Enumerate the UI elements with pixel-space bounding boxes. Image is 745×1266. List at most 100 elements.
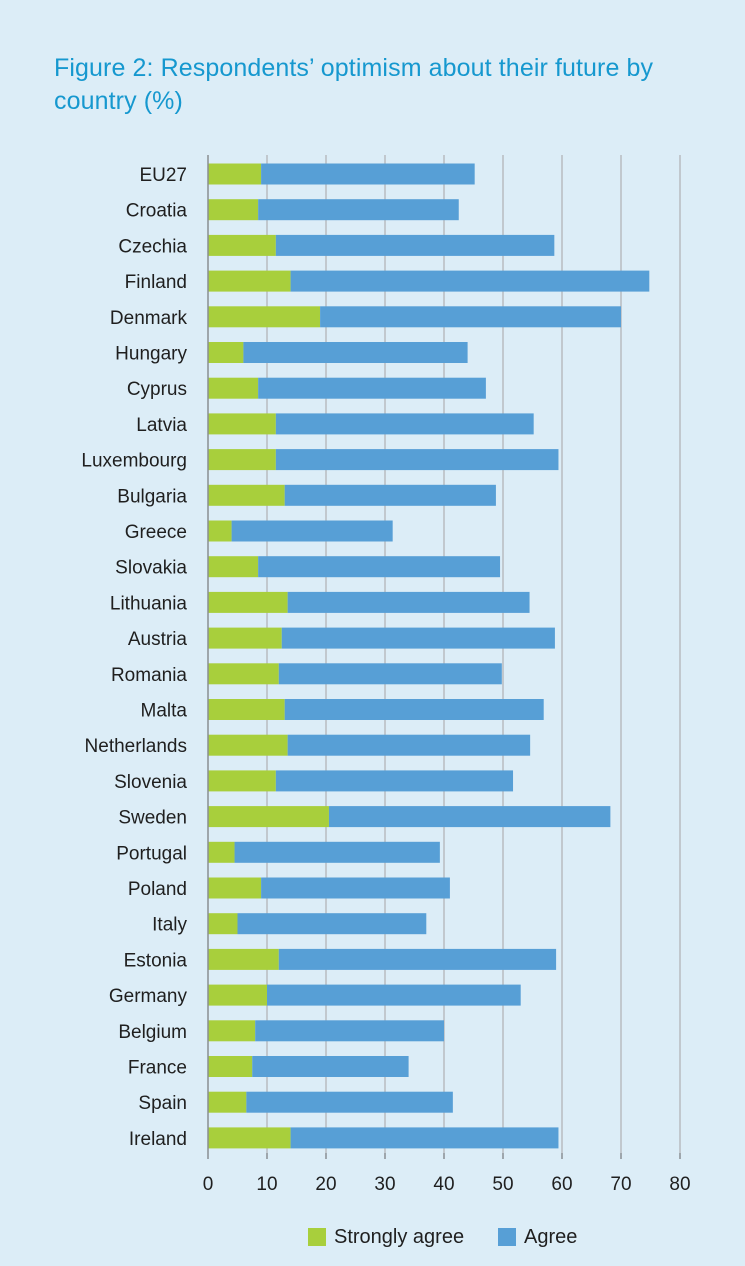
- x-tick-label: 10: [256, 1174, 277, 1195]
- legend-item-strongly-agree: Strongly agree: [308, 1224, 464, 1250]
- category-label-ireland: Ireland: [129, 1129, 187, 1150]
- bar-netherlands-strongly-agree: [208, 734, 288, 756]
- bar-eu27-strongly-agree: [208, 163, 262, 185]
- bar-slovakia-strongly-agree: [208, 556, 259, 578]
- bar-lithuania-agree: [287, 591, 530, 613]
- bar-croatia-agree: [258, 199, 459, 221]
- bar-ireland-strongly-agree: [208, 1127, 291, 1149]
- x-tick-label: 30: [374, 1174, 395, 1195]
- bar-sweden-agree: [328, 806, 611, 828]
- x-tick-label: 20: [315, 1174, 336, 1195]
- category-label-slovakia: Slovakia: [115, 558, 187, 579]
- legend-item-agree: Agree: [498, 1224, 577, 1250]
- axes: [207, 155, 681, 1159]
- bar-luxembourg-agree: [275, 449, 559, 471]
- bar-belgium-strongly-agree: [208, 1020, 256, 1042]
- bar-slovenia-strongly-agree: [208, 770, 276, 792]
- category-label-portugal: Portugal: [116, 843, 187, 864]
- bar-spain-strongly-agree: [208, 1091, 247, 1113]
- bar-austria-strongly-agree: [208, 627, 282, 649]
- legend-swatch-strongly-agree: [308, 1228, 326, 1246]
- bar-eu27-agree: [261, 163, 475, 185]
- legend-label-strongly-agree: Strongly agree: [334, 1226, 465, 1248]
- bar-latvia-strongly-agree: [208, 413, 276, 435]
- category-label-latvia: Latvia: [136, 415, 187, 436]
- bar-sweden-strongly-agree: [208, 806, 329, 828]
- x-tick-label: 80: [669, 1174, 690, 1195]
- category-label-france: France: [128, 1058, 187, 1079]
- bar-spain-agree: [246, 1091, 453, 1113]
- bar-austria-agree: [281, 627, 555, 649]
- bar-bulgaria-strongly-agree: [208, 484, 285, 506]
- x-tick-label: 60: [551, 1174, 572, 1195]
- bar-greece-agree: [231, 520, 393, 542]
- category-label-austria: Austria: [128, 629, 188, 650]
- category-label-greece: Greece: [125, 522, 187, 543]
- x-tick-labels: 0 10 20 30 40 50 60 70 80: [203, 1174, 691, 1195]
- category-label-luxembourg: Luxembourg: [81, 451, 187, 472]
- bar-cyprus-agree: [258, 377, 486, 399]
- legend-label-agree: Agree: [524, 1226, 578, 1248]
- legend: Strongly agree Agree: [0, 1224, 745, 1254]
- bar-romania-strongly-agree: [208, 663, 279, 685]
- x-tick-label: 0: [203, 1174, 214, 1195]
- bar-belgium-agree: [255, 1020, 444, 1042]
- bar-czechia-strongly-agree: [208, 234, 276, 256]
- bar-greece-strongly-agree: [208, 520, 232, 542]
- bar-poland-strongly-agree: [208, 877, 262, 899]
- bar-italy-strongly-agree: [208, 913, 238, 935]
- category-label-cyprus: Cyprus: [127, 379, 187, 400]
- category-label-sweden: Sweden: [118, 808, 187, 829]
- bar-malta-strongly-agree: [208, 699, 285, 720]
- bar-slovakia-agree: [258, 556, 501, 578]
- category-label-hungary: Hungary: [115, 344, 187, 365]
- bar-germany-agree: [267, 984, 521, 1006]
- bar-finland-strongly-agree: [208, 270, 291, 292]
- category-label-bulgaria: Bulgaria: [117, 486, 187, 507]
- bar-germany-strongly-agree: [208, 984, 267, 1006]
- bar-ireland-agree: [290, 1127, 559, 1149]
- bar-cyprus-strongly-agree: [208, 377, 259, 399]
- bar-estonia-agree: [278, 948, 557, 970]
- bar-france-strongly-agree: [208, 1056, 253, 1077]
- category-label-belgium: Belgium: [118, 1022, 187, 1043]
- category-label-germany: Germany: [109, 986, 188, 1007]
- x-tick-label: 40: [433, 1174, 454, 1195]
- chart-title: Figure 2: Respondents’ optimism about th…: [54, 54, 654, 115]
- bar-luxembourg-strongly-agree: [208, 449, 276, 471]
- bar-hungary-agree: [243, 342, 468, 363]
- category-label-malta: Malta: [141, 701, 188, 722]
- bar-malta-agree: [284, 699, 544, 720]
- bar-romania-agree: [278, 663, 502, 685]
- x-tick-label: 50: [492, 1174, 513, 1195]
- category-label-lithuania: Lithuania: [110, 593, 188, 614]
- bar-portugal-strongly-agree: [208, 841, 235, 863]
- bar-france-agree: [252, 1056, 409, 1077]
- bar-latvia-agree: [275, 413, 534, 435]
- category-label-spain: Spain: [138, 1093, 187, 1114]
- category-label-romania: Romania: [111, 665, 187, 686]
- bar-portugal-agree: [234, 841, 440, 863]
- bar-czechia-agree: [275, 234, 555, 256]
- category-label-netherlands: Netherlands: [85, 736, 187, 757]
- bar-denmark-strongly-agree: [208, 306, 321, 328]
- category-label-croatia: Croatia: [126, 201, 188, 222]
- category-label-poland: Poland: [128, 879, 187, 900]
- category-label-eu27: EU27: [139, 165, 187, 186]
- category-label-finland: Finland: [125, 272, 187, 293]
- category-label-denmark: Denmark: [110, 308, 188, 329]
- category-labels: EU27 Croatia Czechia Finland Denmark Hungary C…: [81, 165, 187, 1150]
- bar-croatia-strongly-agree: [208, 199, 259, 221]
- bar-lithuania-strongly-agree: [208, 591, 288, 613]
- bar-poland-agree: [261, 877, 450, 899]
- bar-estonia-strongly-agree: [208, 948, 279, 970]
- bar-netherlands-agree: [287, 734, 531, 756]
- bars: [208, 163, 650, 1149]
- category-label-slovenia: Slovenia: [114, 772, 187, 793]
- bar-hungary-strongly-agree: [208, 342, 244, 363]
- category-label-italy: Italy: [152, 915, 187, 936]
- bar-denmark-agree: [320, 306, 621, 328]
- category-label-estonia: Estonia: [124, 950, 188, 971]
